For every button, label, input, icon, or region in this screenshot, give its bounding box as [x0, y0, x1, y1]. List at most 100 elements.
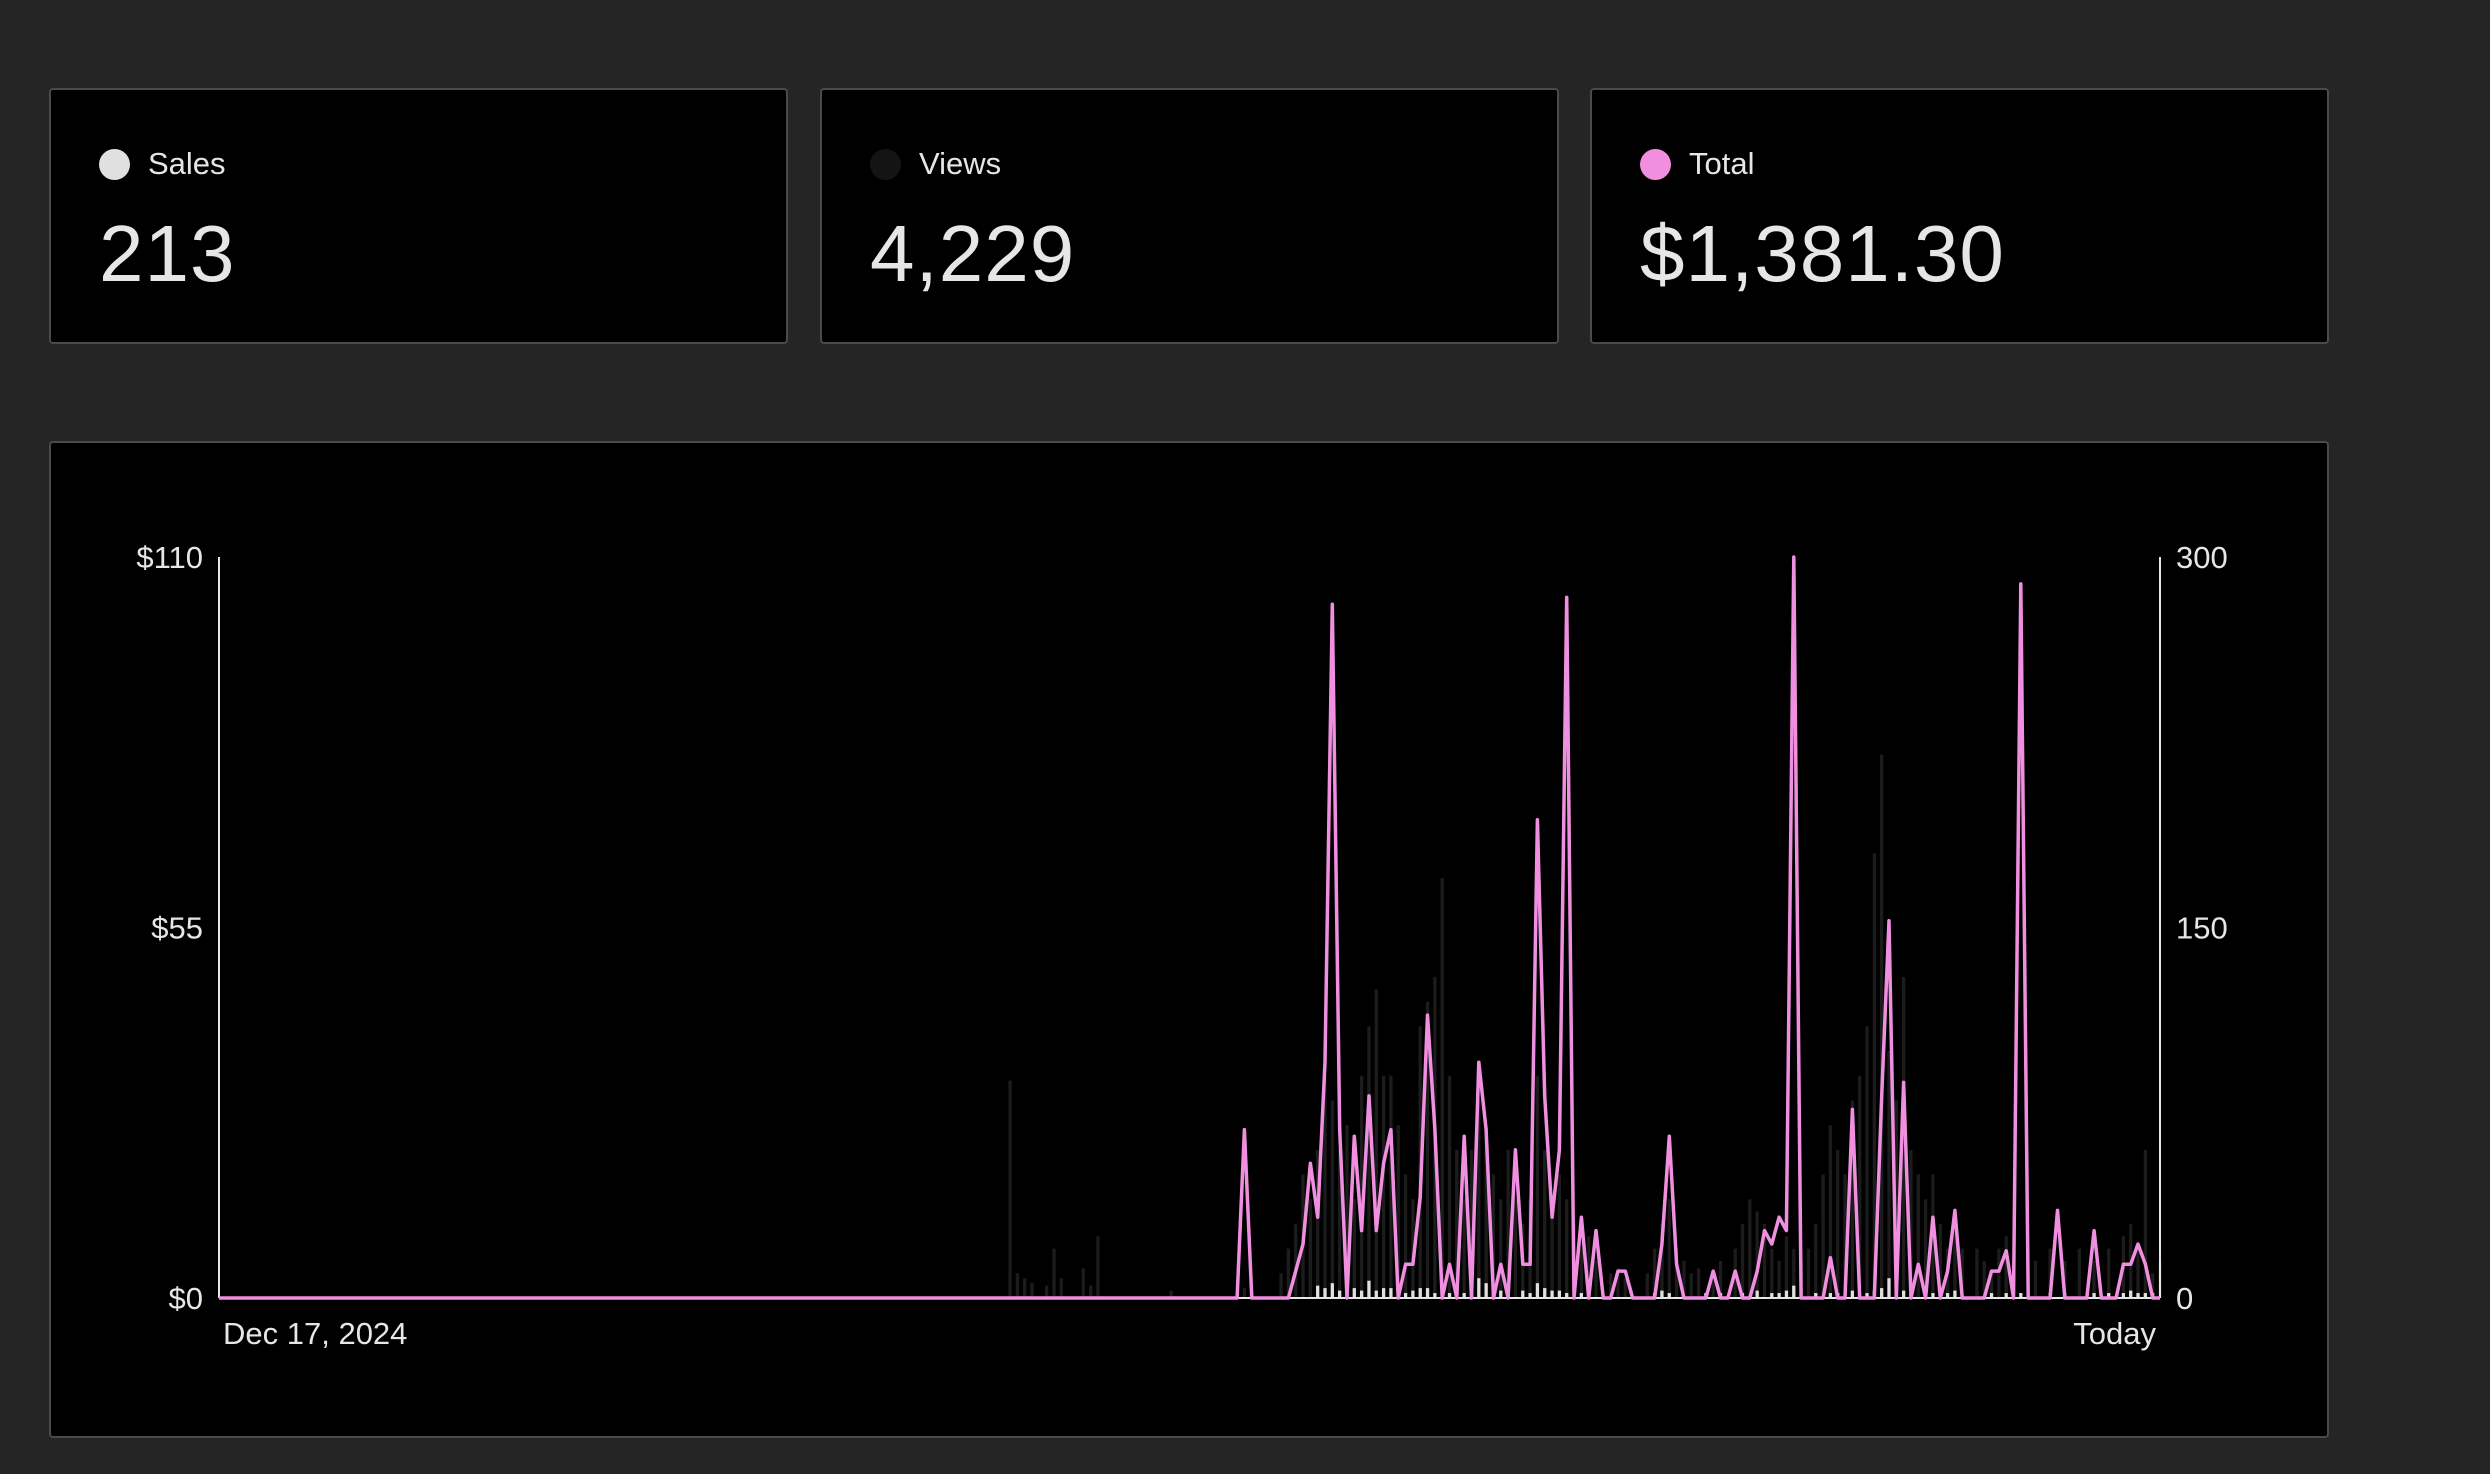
sales-bar — [1828, 1293, 1833, 1298]
sales-stat-card[interactable]: Sales 213 — [49, 88, 788, 344]
sales-bar — [1543, 1288, 1547, 1298]
left-tick-label: $55 — [151, 911, 203, 946]
views-bar — [1836, 1149, 1840, 1298]
sales-bar — [1374, 1290, 1378, 1298]
sales-bar — [1901, 1290, 1906, 1298]
sales-bar — [1521, 1290, 1525, 1298]
views-bar — [1828, 1125, 1833, 1298]
views-bar — [2107, 1248, 2111, 1298]
views-bar — [1345, 1125, 1349, 1298]
views-bar — [1894, 1100, 1898, 1298]
views-bar — [1081, 1268, 1085, 1298]
views-bar — [2004, 1236, 2008, 1298]
views-bar — [2136, 1248, 2140, 1298]
views-bar — [1513, 1199, 1518, 1298]
sales-bar — [1565, 1293, 1569, 1298]
views-bar — [1323, 1075, 1327, 1298]
views-bar — [1543, 1149, 1547, 1298]
views-bar — [1550, 1199, 1554, 1298]
views-bar — [2143, 1149, 2147, 1298]
views-bar — [1330, 1100, 1334, 1298]
views-bar — [1491, 1174, 1496, 1298]
sales-bars — [1316, 1278, 2155, 1298]
sales-bar — [1535, 1283, 1540, 1298]
sales-bar — [1667, 1293, 1671, 1298]
views-bar — [1316, 1149, 1320, 1298]
views-bar — [1338, 1149, 1342, 1298]
sales-bar — [1462, 1293, 1466, 1298]
x-start-label: Dec 17, 2024 — [223, 1316, 407, 1351]
views-bar — [1169, 1290, 1173, 1298]
views-bar — [1960, 1248, 1964, 1298]
sales-bar — [1433, 1293, 1437, 1298]
sales-bar — [1330, 1283, 1334, 1298]
views-bar — [1279, 1273, 1283, 1298]
x-end-label: Today — [2073, 1316, 2156, 1351]
views-bar — [1806, 1248, 1811, 1298]
views-bar — [1858, 1075, 1862, 1298]
sales-bar — [1814, 1293, 1818, 1298]
views-bar — [1770, 1248, 1774, 1298]
views-bar — [1023, 1278, 1027, 1298]
sales-bar — [1425, 1288, 1430, 1298]
views-label: Views — [919, 146, 1002, 181]
views-bar — [1711, 1273, 1715, 1298]
views-bar — [1506, 1149, 1510, 1298]
views-bar — [1850, 1100, 1855, 1298]
views-bar — [1865, 1026, 1869, 1298]
views-bar — [1740, 1223, 1745, 1298]
sales-bar — [1770, 1293, 1774, 1298]
views-legend: Views — [870, 146, 1001, 182]
views-bar — [1352, 1199, 1356, 1298]
views-bar — [1953, 1223, 1957, 1298]
sales-bar — [1528, 1293, 1532, 1298]
views-bar — [1652, 1248, 1657, 1298]
sales-bar — [1660, 1290, 1664, 1298]
sales-chart[interactable]: $0 $55 $110 0 150 300 Dec 17, 2024 Today — [51, 443, 2327, 1436]
views-bar — [1396, 1125, 1400, 1298]
views-bar — [1975, 1248, 1979, 1298]
sales-bar — [1755, 1290, 1759, 1298]
sales-bar — [1359, 1290, 1364, 1298]
sales-bar — [1557, 1290, 1562, 1298]
chart-axes: $0 $55 $110 0 150 300 Dec 17, 2024 Today — [136, 540, 2227, 1351]
sales-bar — [1499, 1290, 1503, 1298]
views-bar — [1286, 1248, 1291, 1298]
left-tick-label: $110 — [136, 540, 203, 575]
views-bar — [1030, 1283, 1034, 1298]
views-bar — [1579, 1248, 1584, 1298]
views-bar — [2077, 1248, 2082, 1298]
sales-bar — [1777, 1293, 1781, 1298]
right-tick-label: 150 — [2176, 911, 2228, 946]
views-bar — [1469, 1149, 1474, 1298]
sales-bar — [1316, 1285, 1320, 1298]
total-legend-dot — [1640, 148, 1671, 180]
views-bar — [1645, 1273, 1649, 1298]
views-value: 4,229 — [870, 209, 1076, 298]
total-stat-card[interactable]: Total $1,381.30 — [1590, 88, 2329, 344]
total-legend: Total — [1640, 146, 1754, 182]
sales-bar — [1403, 1293, 1408, 1298]
views-bar — [1660, 1223, 1664, 1298]
views-bar — [1784, 1236, 1789, 1298]
views-bar — [1594, 1260, 1598, 1298]
views-bar — [1587, 1236, 1591, 1298]
sales-bar — [1411, 1290, 1415, 1298]
views-bar — [1015, 1273, 1020, 1298]
sales-bar — [2129, 1290, 2133, 1298]
views-bar — [1923, 1199, 1928, 1298]
views-stat-card[interactable]: Views 4,229 — [820, 88, 1559, 344]
views-bar — [1462, 1199, 1466, 1298]
views-bar — [2048, 1248, 2052, 1298]
views-bar — [1616, 1268, 1620, 1298]
views-bar — [2092, 1260, 2096, 1298]
views-bar — [1748, 1199, 1752, 1298]
views-bar — [1762, 1223, 1767, 1298]
sales-bar — [1484, 1283, 1488, 1298]
views-bar — [1499, 1199, 1503, 1298]
sales-bar — [2143, 1293, 2147, 1298]
sales-bar — [1477, 1278, 1481, 1298]
sales-bar — [1550, 1290, 1554, 1298]
views-bar — [1682, 1260, 1686, 1298]
views-bar — [1455, 1149, 1459, 1298]
